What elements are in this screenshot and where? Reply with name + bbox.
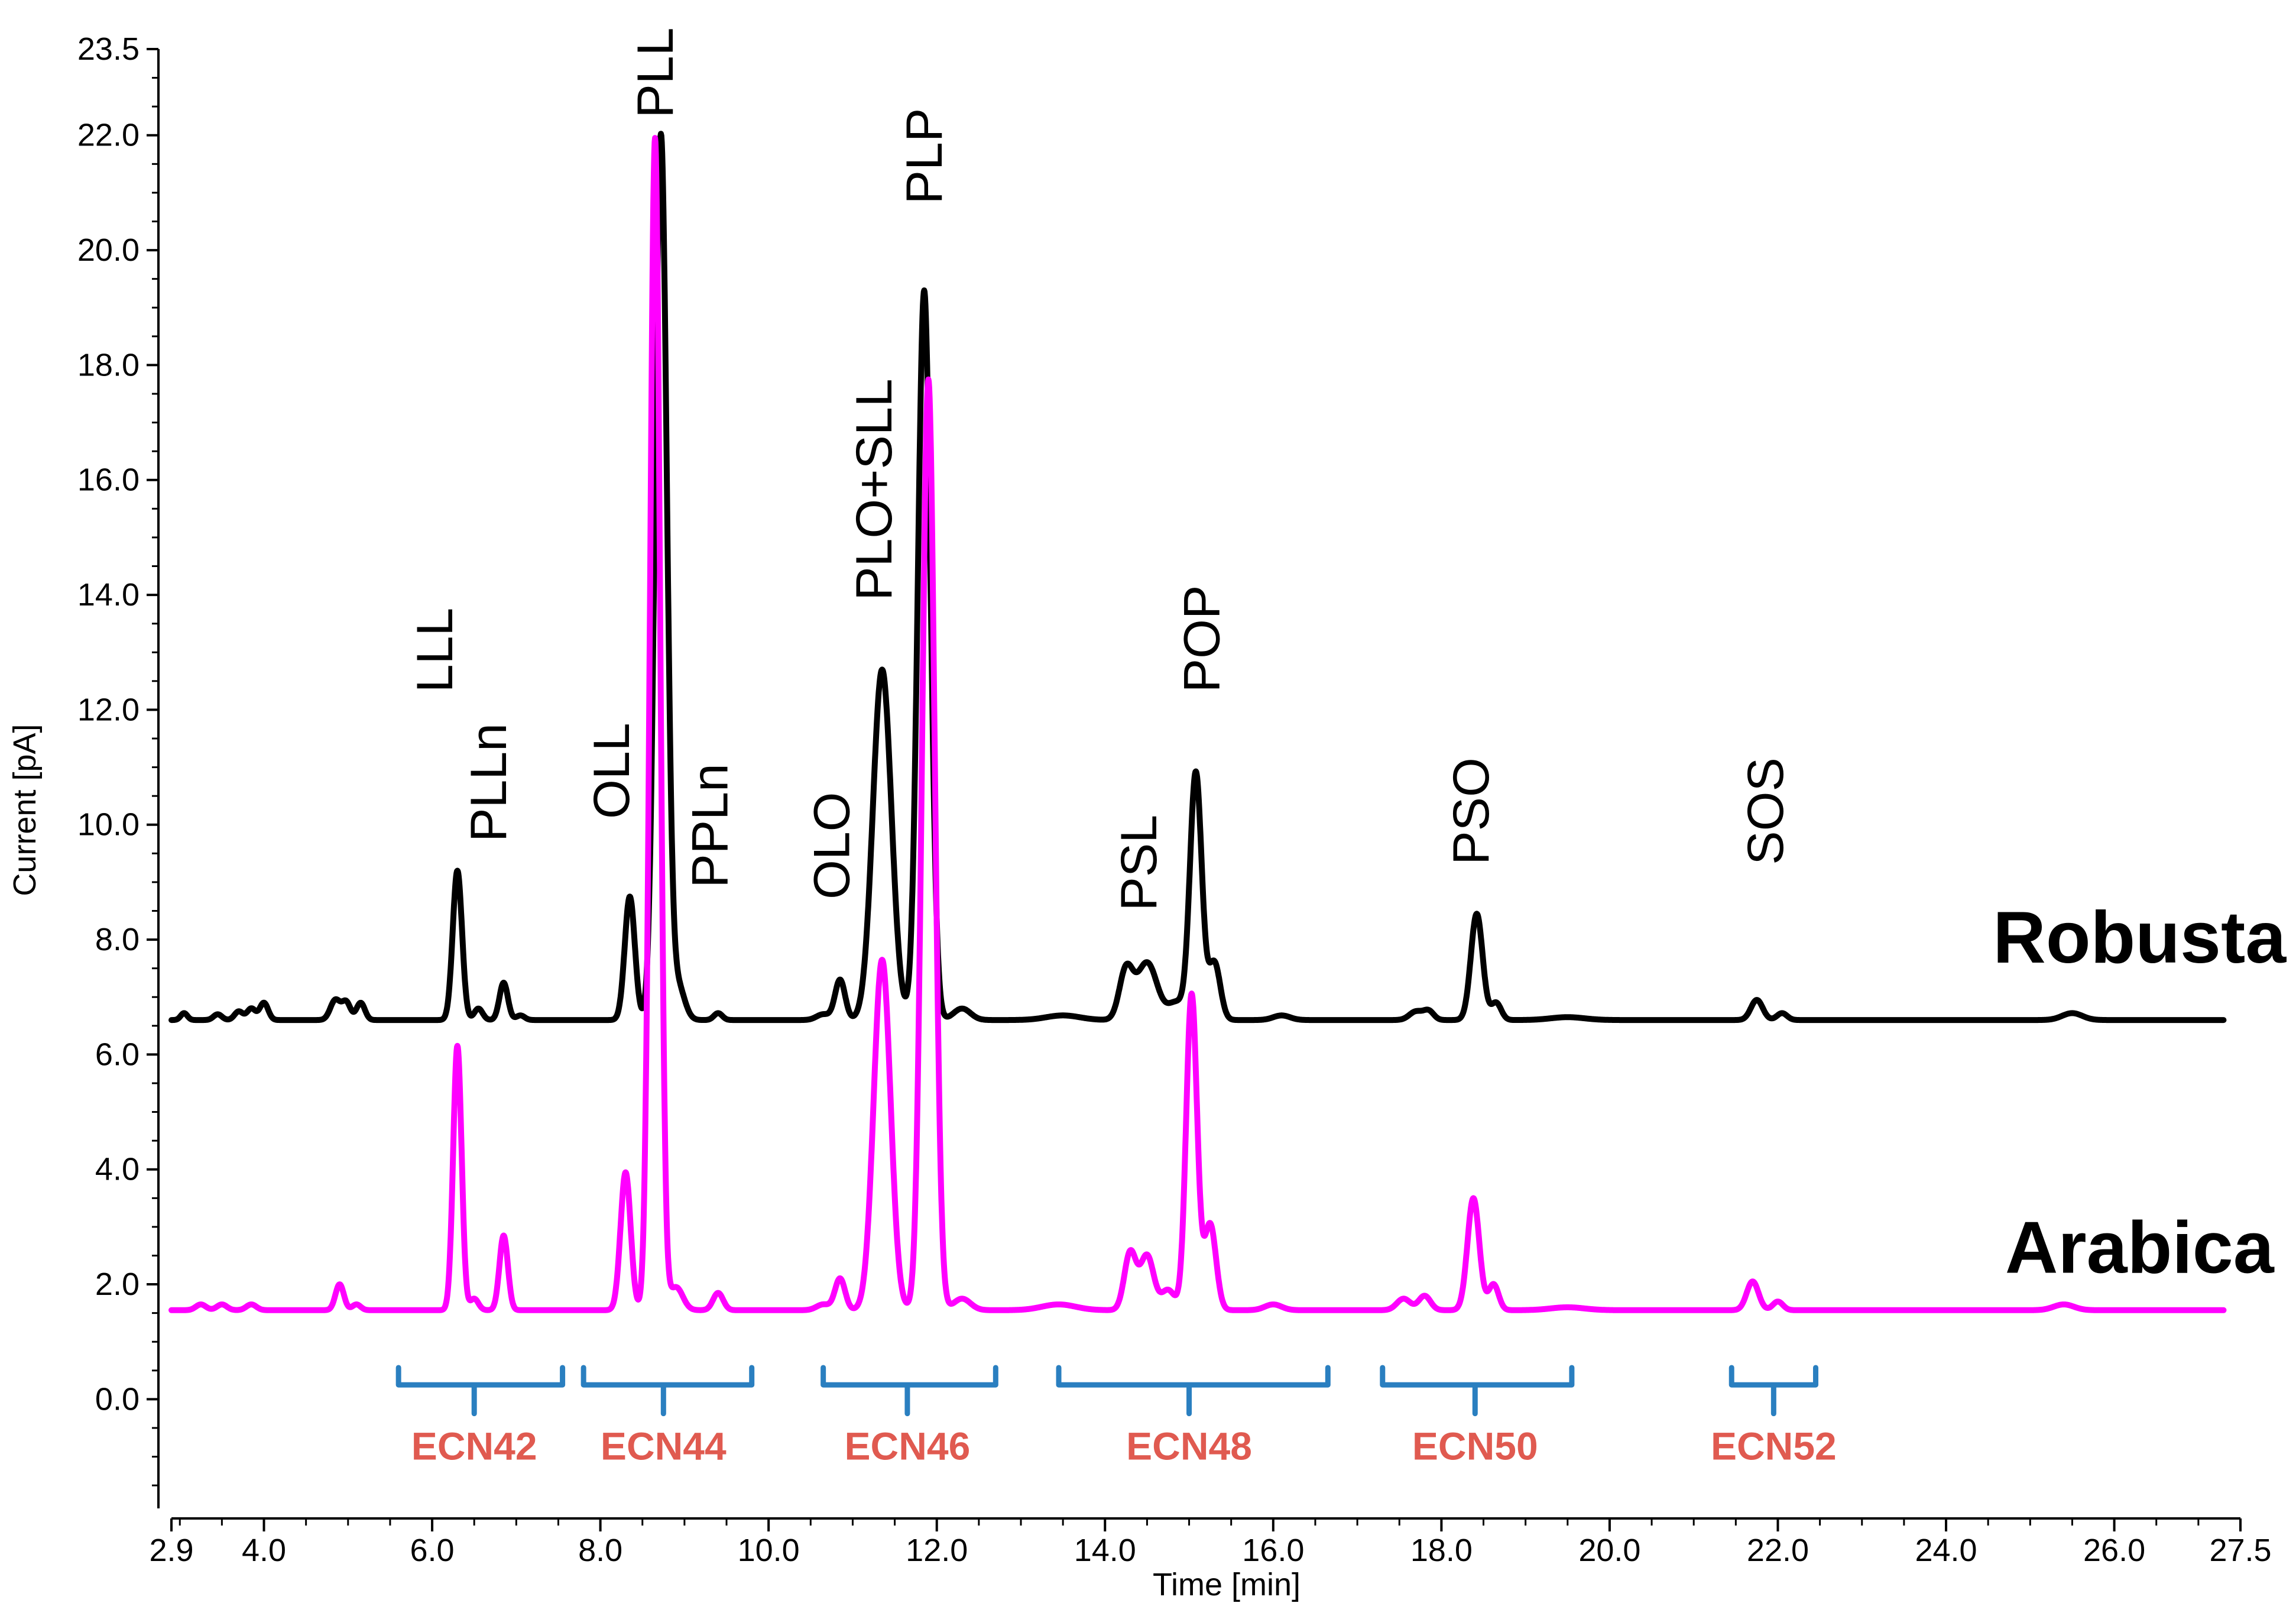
y-tick-label: 20.0: [77, 232, 140, 268]
axes: 0.0 2.0 4.0 6.0 8.0 10.0 12.0 14.0 16.0 18.0 20.0 2…: [77, 31, 2272, 1568]
x-axis-title: Time [min]: [1153, 1567, 1301, 1602]
ecn-label-ecn50: ECN50: [1412, 1424, 1538, 1468]
ecn-bracket-ecn48: [1056, 1365, 1331, 1417]
y-tick-label: 2.0: [95, 1267, 140, 1302]
ecn-bracket-ecn42: [395, 1365, 566, 1417]
peak-label-olo: OLO: [804, 792, 861, 899]
y-tick-label: 12.0: [77, 692, 140, 727]
ecn-label-ecn48: ECN48: [1126, 1424, 1252, 1468]
ecn-label-ecn52: ECN52: [1711, 1424, 1837, 1468]
y-tick-label: 18.0: [77, 347, 140, 383]
y-tick-label: 8.0: [95, 922, 140, 957]
ecn-bracket-ecn46: [821, 1365, 998, 1417]
x-tick-label: 4.0: [242, 1533, 286, 1568]
trace-label-robusta: Robusta: [1993, 897, 2287, 979]
peak-label-oll: OLL: [583, 723, 640, 819]
y-tick-label: 23.5: [77, 31, 140, 67]
y-tick-label: 6.0: [95, 1037, 140, 1072]
peak-label-plln: PLLn: [461, 723, 517, 842]
trace-robusta: [168, 131, 2227, 1024]
peak-label-plo-sll: PLO+SLL: [846, 378, 903, 600]
x-tick-label: 20.0: [1578, 1533, 1640, 1568]
y-tick-label: 16.0: [77, 462, 140, 498]
peak-label-pll: PLL: [627, 28, 684, 118]
x-tick-label: 27.5: [2209, 1533, 2271, 1568]
ecn-label-ecn44: ECN44: [601, 1424, 727, 1468]
x-tick-label: 22.0: [1747, 1533, 1809, 1568]
ecn-label-ecn42: ECN42: [411, 1424, 537, 1468]
y-tick-label: 14.0: [77, 577, 140, 613]
traces: [168, 131, 2227, 1313]
x-tick-label: 6.0: [410, 1533, 455, 1568]
trace-arabica: [168, 135, 2227, 1313]
peak-label-sos: SOS: [1737, 757, 1794, 865]
peak-label-psl: PSL: [1111, 815, 1168, 911]
x-tick-label: 18.0: [1410, 1533, 1473, 1568]
peak-label-pso: PSO: [1443, 757, 1500, 865]
peak-labels: LLL PLLn OLL PLL PPLn OLO PLO+SLL PLP PSL POP PSO S…: [407, 28, 2287, 1289]
peak-label-lll: LLL: [407, 608, 463, 693]
y-tick-label: 10.0: [77, 807, 140, 843]
y-tick-label: 4.0: [95, 1152, 140, 1187]
trace-label-arabica: Arabica: [2005, 1207, 2275, 1289]
peak-label-pop: POP: [1174, 585, 1231, 693]
ecn-bracket-ecn52: [1729, 1365, 1818, 1417]
y-tick-label: 0.0: [95, 1381, 140, 1417]
x-tick-label: 26.0: [2083, 1533, 2145, 1568]
x-tick-label: 10.0: [738, 1533, 800, 1568]
x-tick-label: 2.9: [149, 1533, 193, 1568]
x-tick-label: 8.0: [578, 1533, 622, 1568]
x-tick-label: 14.0: [1074, 1533, 1136, 1568]
x-tick-label: 16.0: [1242, 1533, 1304, 1568]
ecn-label-ecn46: ECN46: [845, 1424, 971, 1468]
peak-label-plp: PLP: [896, 108, 953, 205]
y-axis-title: Current [pA]: [7, 724, 43, 896]
peak-label-ppln: PPLn: [682, 763, 738, 888]
y-tick-label: 22.0: [77, 118, 140, 153]
x-tick-label: 24.0: [1915, 1533, 1977, 1568]
ecn-bracket-ecn50: [1380, 1365, 1575, 1417]
ecn-brackets: ECN42 ECN44 ECN46 ECN48 ECN50 ECN52: [395, 1365, 1837, 1468]
ecn-bracket-ecn44: [581, 1365, 755, 1417]
x-tick-label: 12.0: [906, 1533, 968, 1568]
